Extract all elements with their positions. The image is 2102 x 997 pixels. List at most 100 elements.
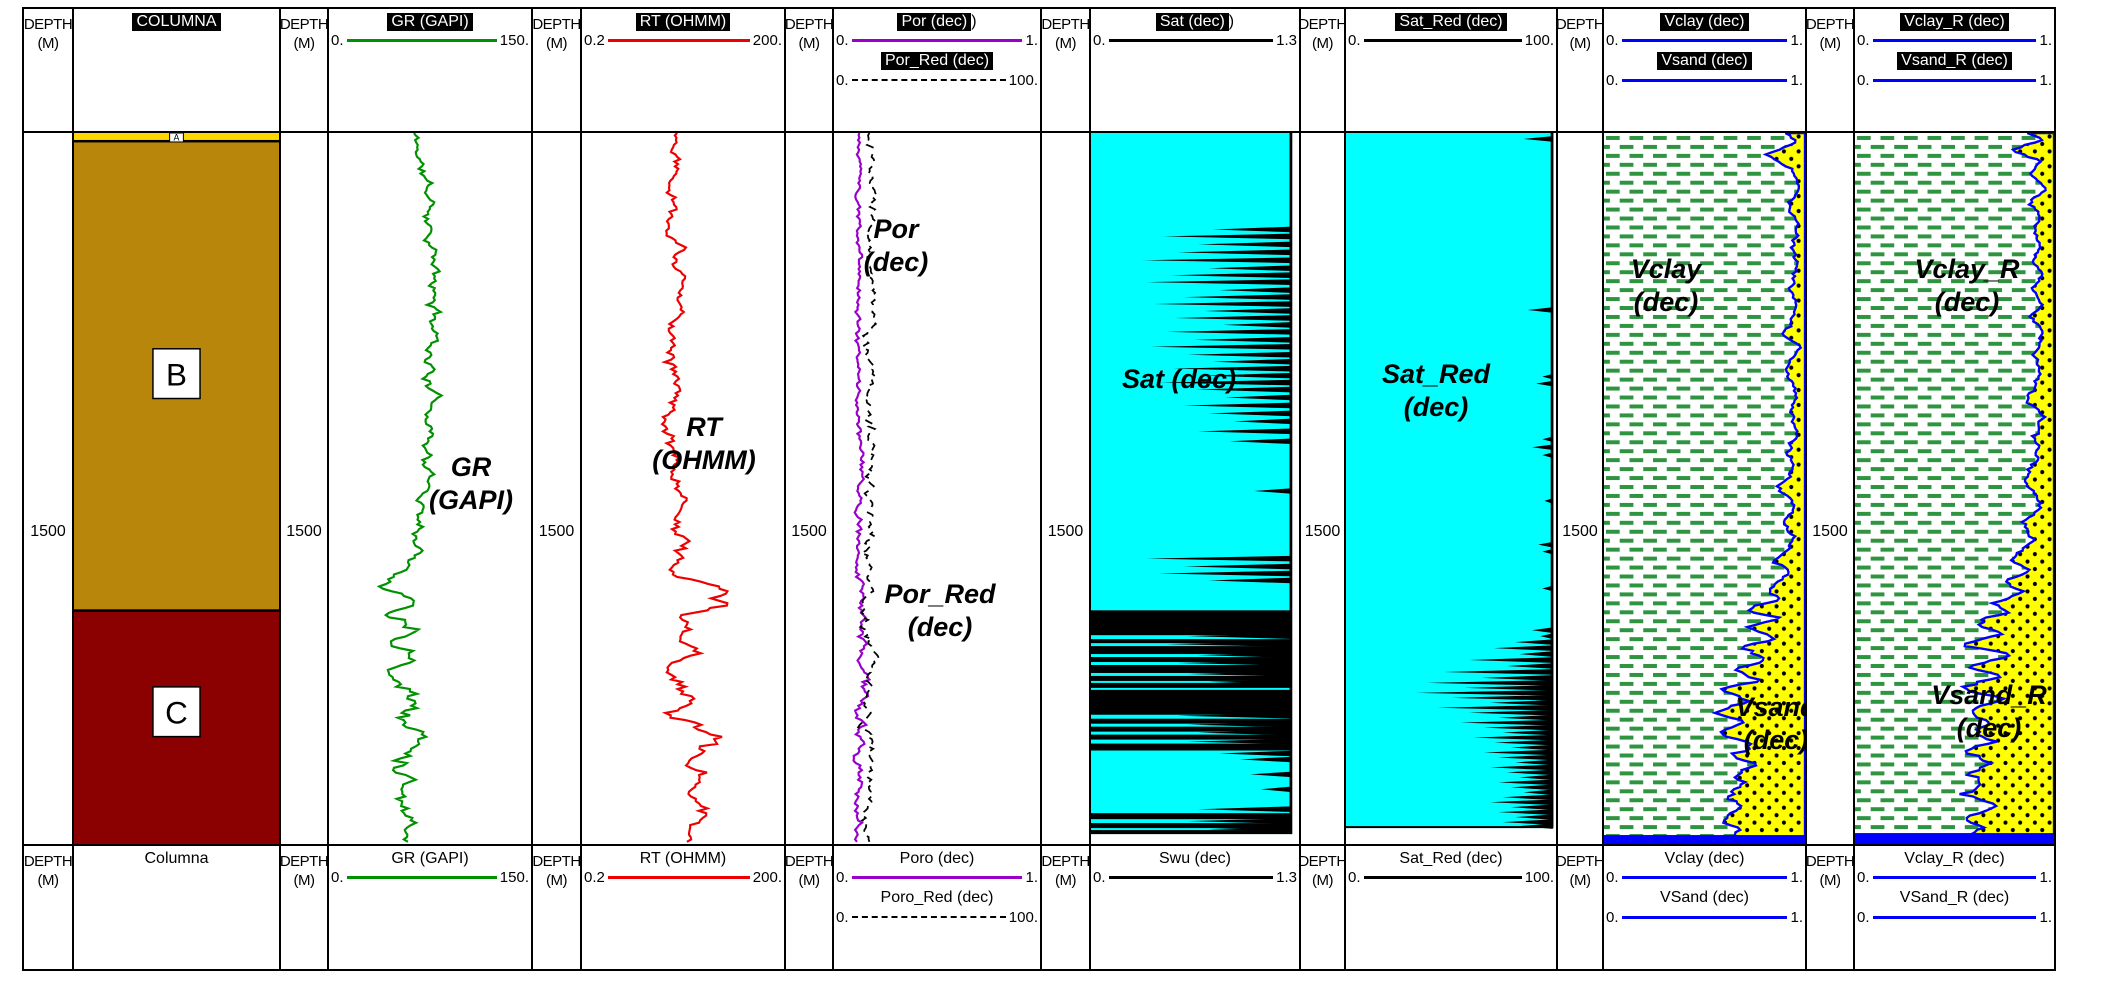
footer-sat-row1-scale: 0. 1.3 [1091, 869, 1299, 886]
header-sat: Sat (dec)) 0. 1.3 [1089, 7, 1301, 133]
footer-vcl-row1: Vclay (dec) 0. 1. [1604, 850, 1805, 886]
footer-satred-row1-scale-min: 0. [1348, 869, 1361, 887]
depth-tick-1500: 1500 [286, 523, 322, 540]
header-vclr-row2-label: Vsand_R (dec) [1855, 52, 2054, 71]
header-rt-row1: RT (OHMM) 0.2 200. [582, 13, 784, 49]
footer-por-row1-scale-max: 1. [1025, 869, 1038, 887]
body-label-line: (dec) [1743, 724, 1807, 755]
body-por: Por (dec) Por_Red (dec) [832, 131, 1042, 846]
header-gr-row1-scale-line [346, 39, 497, 43]
body-label-vcl-2: Vsand(dec) [1735, 691, 1807, 757]
body-label-rt-1: RT (OHMM) [652, 411, 755, 477]
header-vcl-row2-label: Vsand (dec) [1604, 52, 1805, 71]
footer-satred-row1-scale: 0. 100. [1346, 869, 1556, 886]
header-por-row1-label: Por (dec)) [834, 13, 1040, 31]
footer-satred-row1: Sat_Red (dec) 0. 100. [1346, 850, 1556, 886]
header-vcl-row2-label-text: Vsand (dec) [1657, 52, 1752, 71]
depth-header-sat-units: (M) [1055, 34, 1077, 52]
header-gr-row1: GR (GAPI) 0. 150. [329, 13, 531, 49]
footer-por: Poro (dec) 0. 1. Poro_Red (dec) 0. 100. [832, 844, 1042, 971]
track-plot [1091, 133, 1293, 835]
body-label-sat-1: Sat (dec) [1122, 363, 1236, 396]
header-satred-row1-scale-min: 0. [1348, 32, 1361, 50]
depth-header-rt-units: (M) [546, 34, 568, 52]
track-column-por: Por (dec)) 0. 1. Por_Red (dec) 0. 100. Por (dec… [832, 7, 1042, 971]
footer-sat-row1: Swu (dec) 0. 1.3 [1091, 850, 1299, 886]
depth-header-vclr-units: (M) [1819, 34, 1842, 52]
footer-columna: Columna [72, 844, 281, 971]
header-satred-row1-scale: 0. 100. [1346, 32, 1556, 49]
header-columna-row1-label: COLUMNA [74, 13, 279, 31]
header-vclr-row1-label-text: Vclay_R (dec) [1900, 13, 2009, 31]
footer-sat-row1-scale-min: 0. [1093, 869, 1106, 887]
header-satred-row1-scale-max: 100. [1524, 32, 1554, 50]
footer-por-row2: Poro_Red (dec) 0. 100. [834, 889, 1040, 925]
depth-footer-vcl-units: (M) [1569, 871, 1592, 889]
body-label-line: (GAPI) [429, 484, 513, 515]
header-rt-row1-scale: 0.2 200. [582, 32, 784, 49]
depth-column-gr: DEPTH (M) 1500 DEPTH (M) [279, 7, 329, 971]
depth-tick-1500: 1500 [1562, 523, 1598, 540]
track-plot: A B C [74, 133, 279, 844]
footer-vcl-row2-scale-min: 0. [1606, 908, 1619, 926]
header-satred-row1-label: Sat_Red (dec) [1346, 13, 1556, 31]
footer-satred-row1-scale-max: 100. [1524, 869, 1554, 887]
footer-satred-row1-scale-line [1363, 876, 1522, 880]
header-satred: Sat_Red (dec) 0. 100. [1344, 7, 1558, 133]
header-rt-row1-scale-min: 0.2 [584, 32, 605, 50]
header-sat-row1-scale-max: 1.3 [1276, 32, 1297, 50]
footer-rt-row1: RT (OHMM) 0.2 200. [582, 850, 784, 886]
depth-footer-vclr-units: (M) [1819, 871, 1842, 889]
depth-footer-rt-title: DEPTH [532, 853, 581, 870]
body-label-line: (dec) [1956, 712, 2022, 743]
depth-header-vclr-title: DEPTH [1805, 16, 1855, 33]
footer-por-row1-scale-line [851, 876, 1023, 880]
footer-rt-row1-label: RT (OHMM) [639, 850, 727, 867]
footer-vclr-row2-label: VSand_R (dec) [1899, 889, 2010, 907]
track-column-sat: Sat (dec)) 0. 1.3 Sat (dec) Swu (dec) 0. 1.3 [1089, 7, 1301, 971]
depth-header-por-title: DEPTH [784, 16, 834, 33]
header-satred-row1-scale-line [1363, 39, 1522, 43]
header-gr-row1-label: GR (GAPI) [329, 13, 531, 31]
track-plot [1855, 133, 2054, 844]
footer-por-row2-scale-max: 100. [1008, 908, 1038, 926]
body-label-line: Vclay_R [1914, 254, 2020, 284]
depth-header-por-units: (M) [798, 34, 821, 52]
header-vclr-row1-label: Vclay_R (dec) [1855, 13, 2054, 31]
body-label-line: GR [450, 452, 492, 482]
header-rt-row1-scale-max: 200. [752, 32, 782, 50]
footer-por-row1: Poro (dec) 0. 1. [834, 850, 1040, 886]
header-vclr-row2-scale-min: 0. [1857, 71, 1870, 89]
header-vclr-row2-scale-max: 1. [2039, 71, 2052, 89]
depth-footer-gr: DEPTH (M) [279, 844, 329, 971]
depth-header-por: DEPTH (M) [784, 7, 834, 133]
svg-text:C: C [165, 694, 188, 730]
depth-tick-1500: 1500 [791, 523, 827, 540]
body-label-por-2: Por_Red (dec) [884, 578, 995, 644]
footer-sat-row1-label: Swu (dec) [1158, 850, 1232, 867]
depth-tick-1500: 1500 [1047, 523, 1084, 540]
svg-text:B: B [166, 356, 187, 392]
footer-vclr: Vclay_R (dec) 0. 1. VSand_R (dec) 0. 1. [1853, 844, 2056, 971]
footer-rt-row1-scale: 0.2 200. [582, 869, 784, 886]
body-vcl: Vclay(dec) Vsand(dec) [1602, 131, 1807, 846]
header-vclr-row1: Vclay_R (dec) 0. 1. [1855, 13, 2054, 49]
header-vclr-row1-scale-max: 1. [2039, 32, 2052, 50]
body-label-line: Por [873, 214, 919, 244]
depth-footer-satred: DEPTH (M) [1299, 844, 1346, 971]
body-vclr: Vclay_R (dec) Vsand_R (dec) [1853, 131, 2056, 846]
header-vclr-row2-scale: 0. 1. [1855, 72, 2054, 89]
footer-gr-row1-scale: 0. 150. [329, 869, 531, 886]
header-sat-row1-label: Sat (dec)) [1091, 13, 1299, 31]
footer-rt-row1-scale-max: 200. [752, 869, 782, 887]
depth-header-columna-title: DEPTH [23, 16, 73, 33]
depth-body-vcl: 1500 [1556, 131, 1604, 846]
track-column-gr: GR (GAPI) 0. 150. GR (GAPI) GR (GAPI) 0. 150. [327, 7, 533, 971]
body-label-vcl-1: Vclay (dec) [1631, 253, 1702, 319]
header-vcl-row2-scale-line [1621, 78, 1788, 82]
footer-vcl-row2-label: VSand (dec) [1660, 889, 1749, 907]
footer-sat: Swu (dec) 0. 1.3 [1089, 844, 1301, 971]
body-label-line: Vsand [1735, 692, 1805, 722]
footer-vclr-row1-scale-min: 0. [1857, 869, 1870, 887]
